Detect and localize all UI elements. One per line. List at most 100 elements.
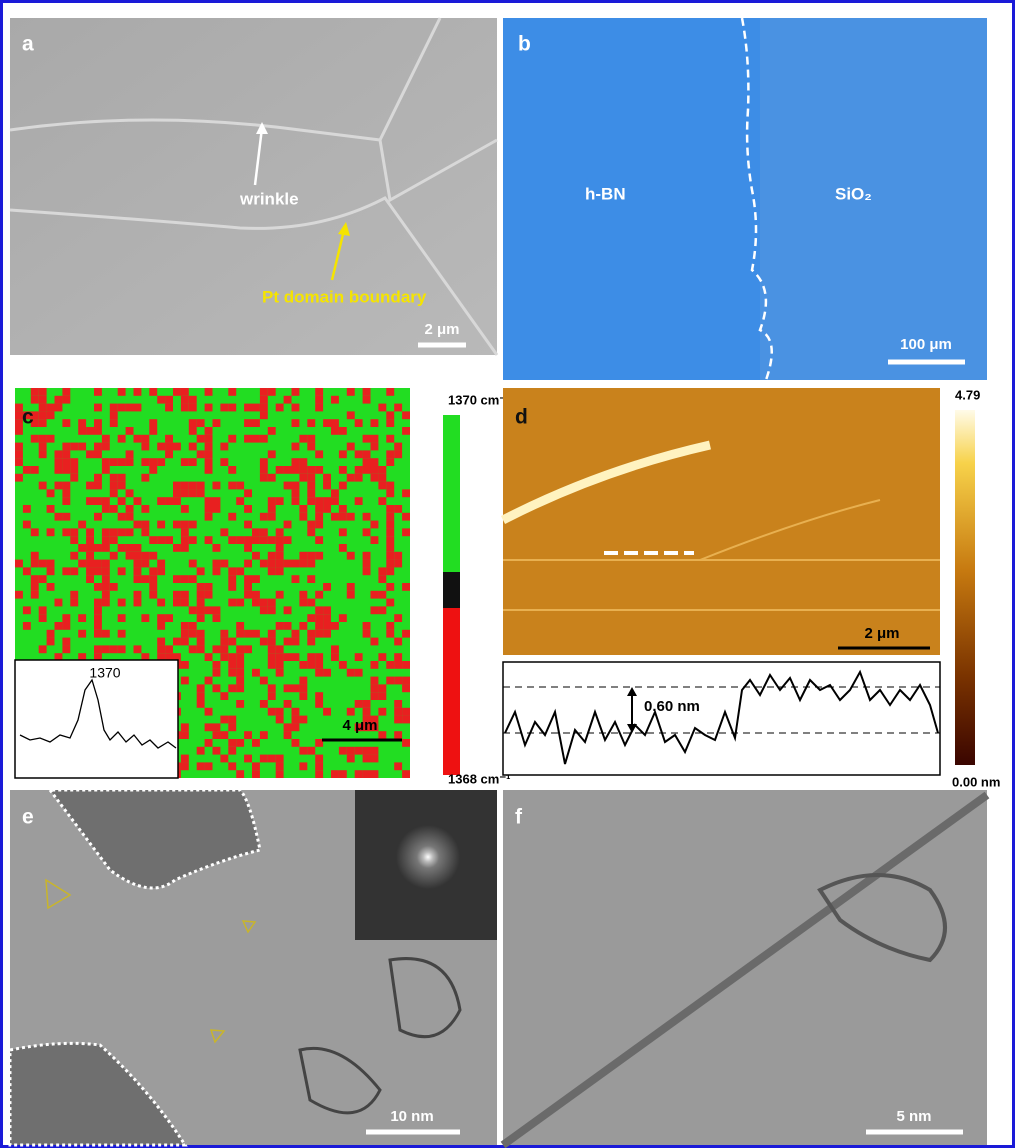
height-profile — [503, 662, 940, 775]
map-cell — [347, 443, 355, 451]
map-cell — [386, 599, 394, 607]
map-cell — [260, 599, 268, 607]
map-cell — [355, 450, 363, 458]
map-cell — [181, 599, 189, 607]
map-cell — [31, 552, 39, 560]
map-cell — [228, 599, 236, 607]
map-cell — [371, 677, 379, 685]
colorbar-green — [443, 415, 460, 572]
map-cell — [228, 739, 236, 747]
map-cell — [189, 606, 197, 614]
map-cell — [110, 458, 118, 466]
map-cell — [157, 497, 165, 505]
map-cell — [94, 419, 102, 427]
map-cell — [394, 404, 402, 412]
map-cell — [86, 427, 94, 435]
map-cell — [268, 645, 276, 653]
map-cell — [213, 747, 221, 755]
map-cell — [62, 513, 70, 521]
map-cell — [260, 755, 268, 763]
map-cell — [220, 404, 228, 412]
map-cell — [23, 521, 31, 529]
map-cell — [173, 638, 181, 646]
map-cell — [70, 458, 78, 466]
map-cell — [378, 466, 386, 474]
map-cell — [228, 575, 236, 583]
map-cell — [260, 466, 268, 474]
map-cell — [181, 489, 189, 497]
map-cell — [70, 443, 78, 451]
map-cell — [126, 528, 134, 536]
map-cell — [260, 474, 268, 482]
map-cell — [126, 450, 134, 458]
map-cell — [355, 653, 363, 661]
map-cell — [70, 474, 78, 482]
map-cell — [386, 411, 394, 419]
map-cell — [78, 630, 86, 638]
map-cell — [165, 536, 173, 544]
map-cell — [292, 458, 300, 466]
map-cell — [102, 645, 110, 653]
map-cell — [220, 458, 228, 466]
map-cell — [323, 419, 331, 427]
map-cell — [47, 528, 55, 536]
map-cell — [260, 606, 268, 614]
map-cell — [197, 450, 205, 458]
map-cell — [173, 591, 181, 599]
map-cell — [394, 661, 402, 669]
map-cell — [386, 513, 394, 521]
map-cell — [189, 427, 197, 435]
map-cell — [118, 645, 126, 653]
map-cell — [339, 513, 347, 521]
map-cell — [402, 513, 410, 521]
map-cell — [236, 684, 244, 692]
map-cell — [31, 466, 39, 474]
map-cell — [31, 388, 39, 396]
map-cell — [62, 638, 70, 646]
map-cell — [347, 747, 355, 755]
map-cell — [126, 544, 134, 552]
map-cell — [197, 614, 205, 622]
map-cell — [118, 599, 126, 607]
map-cell — [315, 630, 323, 638]
map-cell — [371, 747, 379, 755]
map-cell — [378, 606, 386, 614]
map-cell — [141, 443, 149, 451]
map-cell — [402, 684, 410, 692]
panel-label: e — [22, 806, 34, 829]
map-cell — [252, 552, 260, 560]
map-cell — [252, 435, 260, 443]
map-cell — [323, 708, 331, 716]
colorbar-red — [443, 608, 460, 775]
map-cell — [228, 466, 236, 474]
map-cell — [181, 677, 189, 685]
map-cell — [94, 567, 102, 575]
map-cell — [62, 528, 70, 536]
map-cell — [62, 466, 70, 474]
map-cell — [236, 497, 244, 505]
map-cell — [236, 630, 244, 638]
map-cell — [299, 716, 307, 724]
map-cell — [118, 388, 126, 396]
map-cell — [315, 450, 323, 458]
map-cell — [181, 528, 189, 536]
map-cell — [339, 482, 347, 490]
map-cell — [205, 583, 213, 591]
map-cell — [94, 427, 102, 435]
map-cell — [181, 723, 189, 731]
map-cell — [110, 489, 118, 497]
map-cell — [39, 419, 47, 427]
map-cell — [378, 567, 386, 575]
map-cell — [149, 536, 157, 544]
map-cell — [165, 404, 173, 412]
map-cell — [181, 521, 189, 529]
map-cell — [39, 645, 47, 653]
map-cell — [378, 653, 386, 661]
map-cell — [315, 591, 323, 599]
map-cell — [110, 536, 118, 544]
map-cell — [252, 536, 260, 544]
map-cell — [126, 404, 134, 412]
map-cell — [268, 708, 276, 716]
map-cell — [228, 513, 236, 521]
map-cell — [181, 638, 189, 646]
